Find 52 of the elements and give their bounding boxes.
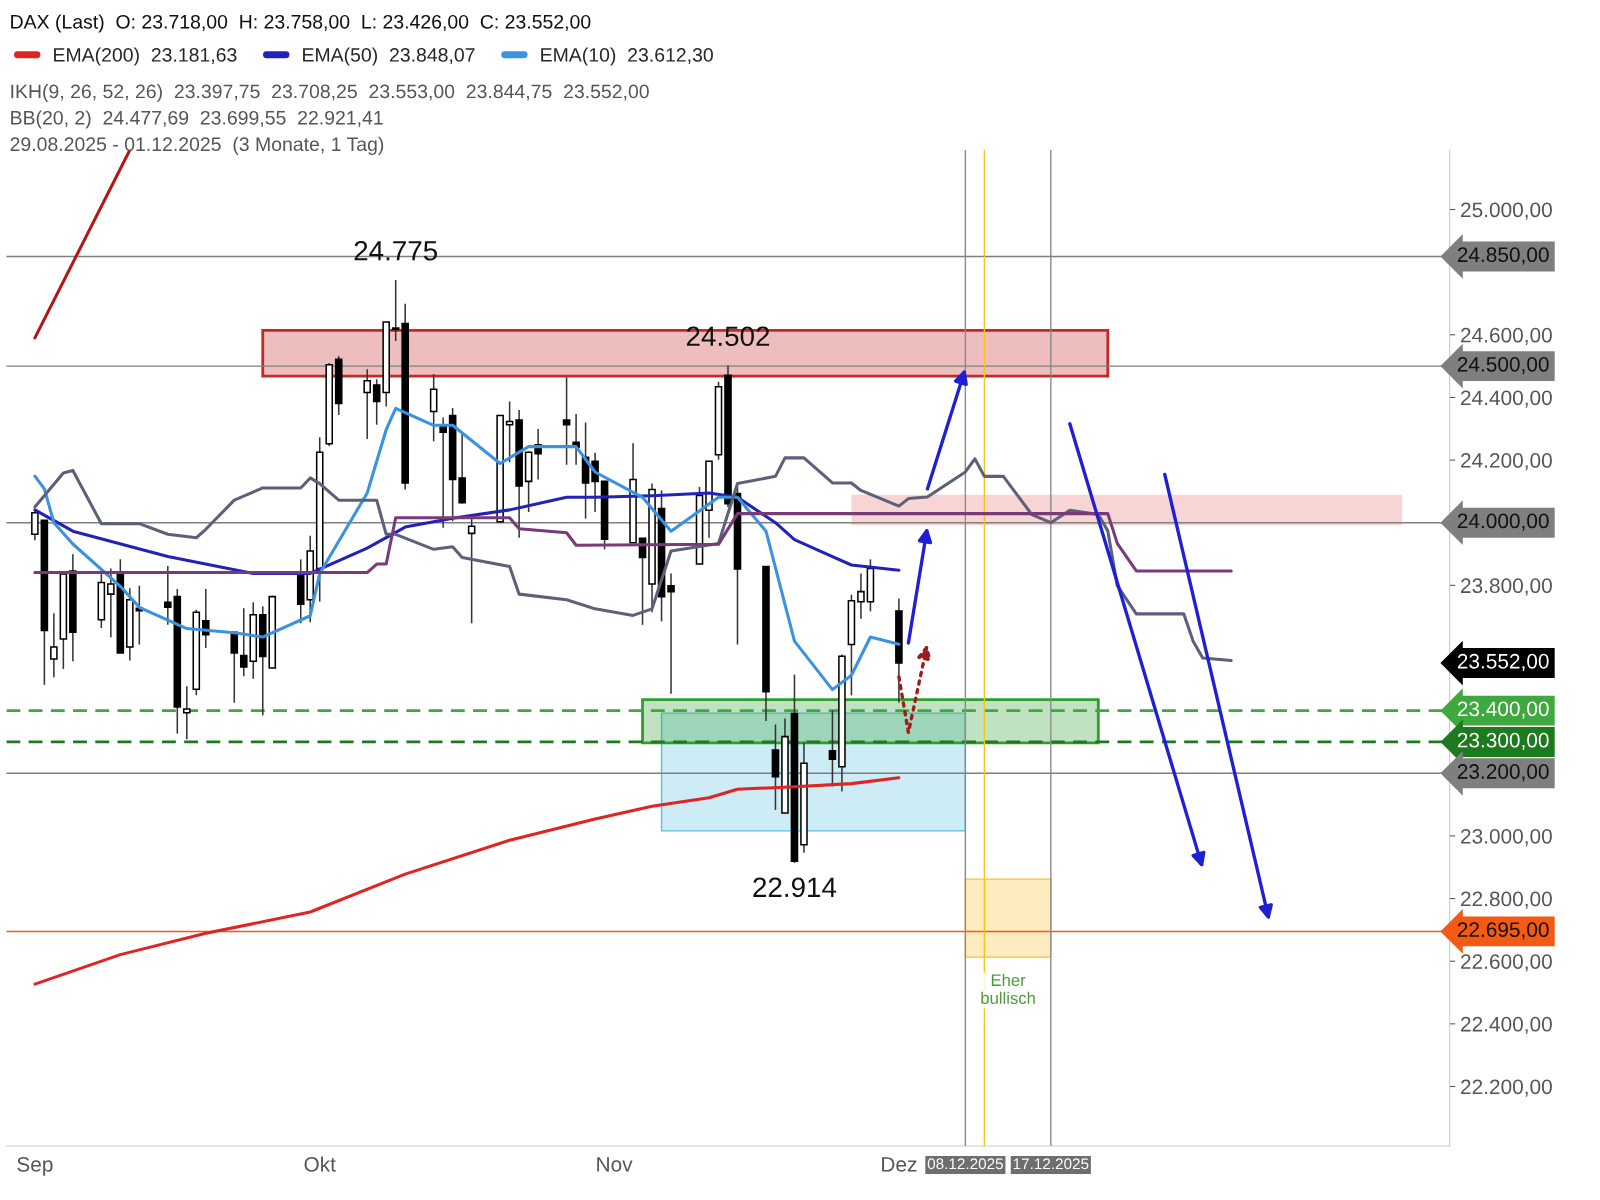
ref-line-label: 22.695,00 — [1457, 922, 1549, 940]
y-tick-label: 24.400,00 — [1461, 390, 1552, 408]
candlestick — [372, 378, 381, 426]
text: DAX (Last) O: 23.718,00 H: 23.758,00 L: 23.426,00 C: 23.552,00 — [11, 14, 591, 33]
legend-label: EMA(50) 23.848,07 — [303, 47, 475, 66]
ref-line-label: 24.850,00 — [1457, 247, 1549, 265]
y-tick-label: 24.200,00 — [1461, 453, 1552, 471]
ref-line-label: 08.12.2025 — [927, 1158, 1003, 1170]
y-tick-label: 22.400,00 — [1461, 1016, 1552, 1035]
candlestick — [31, 509, 39, 542]
ref-line-label: 23.300,00 — [1457, 732, 1549, 751]
candlestick — [429, 373, 438, 443]
candlestick — [182, 685, 191, 740]
line-series — [33, 456, 1233, 663]
text: BB(20, 2) 24.477,69 23.699,55 22.921,41 — [11, 110, 383, 129]
ref-line-label: 17.12.2025 — [1013, 1158, 1089, 1170]
line-series — [33, 776, 901, 986]
candlestick — [363, 368, 372, 440]
x-tick-label: Sep — [17, 1156, 53, 1176]
y-tick-label: 22.200,00 — [1461, 1079, 1552, 1097]
y-tick-label: 22.600,00 — [1461, 954, 1552, 972]
annotation: 22.914 — [753, 877, 837, 898]
annotation: 24.775 — [354, 240, 437, 261]
y-tick-label: 24.600,00 — [1461, 327, 1552, 346]
x-tick-label: Nov — [597, 1157, 633, 1172]
line-series — [33, 406, 901, 692]
candlestick — [164, 565, 172, 626]
x-tick-label: Dez — [882, 1157, 917, 1172]
ref-line-label: 23.400,00 — [1457, 701, 1549, 719]
y-tick-label: 25.000,00 — [1461, 202, 1552, 220]
legend-label: EMA(10) 23.612,30 — [541, 47, 713, 66]
ref-line-label: 24.000,00 — [1457, 513, 1549, 531]
annotation: 29.08.2025 - 01.12.2025 (3 Monate, 1 Tag) — [10, 136, 384, 155]
ref-line-label: 24.500,00 — [1457, 356, 1549, 375]
y-tick-label: 23.000,00 — [1461, 828, 1552, 847]
y-tick-label: 23.800,00 — [1461, 578, 1552, 596]
candlestick — [562, 376, 571, 466]
text: 23.552,00 — [1457, 653, 1549, 672]
y-tick-label: 22.800,00 — [1461, 891, 1552, 909]
candlestick — [107, 567, 115, 639]
ref-line-label: 23.200,00 — [1457, 764, 1549, 782]
x-tick-label: Okt — [304, 1156, 336, 1172]
candlestick — [391, 279, 400, 342]
legend-label: EMA(200) 23.181,63 — [54, 47, 237, 66]
annotation: Eher bullisch — [981, 973, 1035, 1004]
candlestick — [467, 516, 476, 625]
candlestick — [50, 612, 58, 678]
line-series — [33, 512, 1233, 575]
candlestick — [857, 572, 865, 620]
candlestick — [667, 572, 675, 695]
text: IKH(9, 26, 52, 26) 23.397,75 23.708,25 23.553,00 23.844,75 23.552,00 — [11, 84, 649, 103]
annotation: 24.502 — [686, 326, 770, 347]
